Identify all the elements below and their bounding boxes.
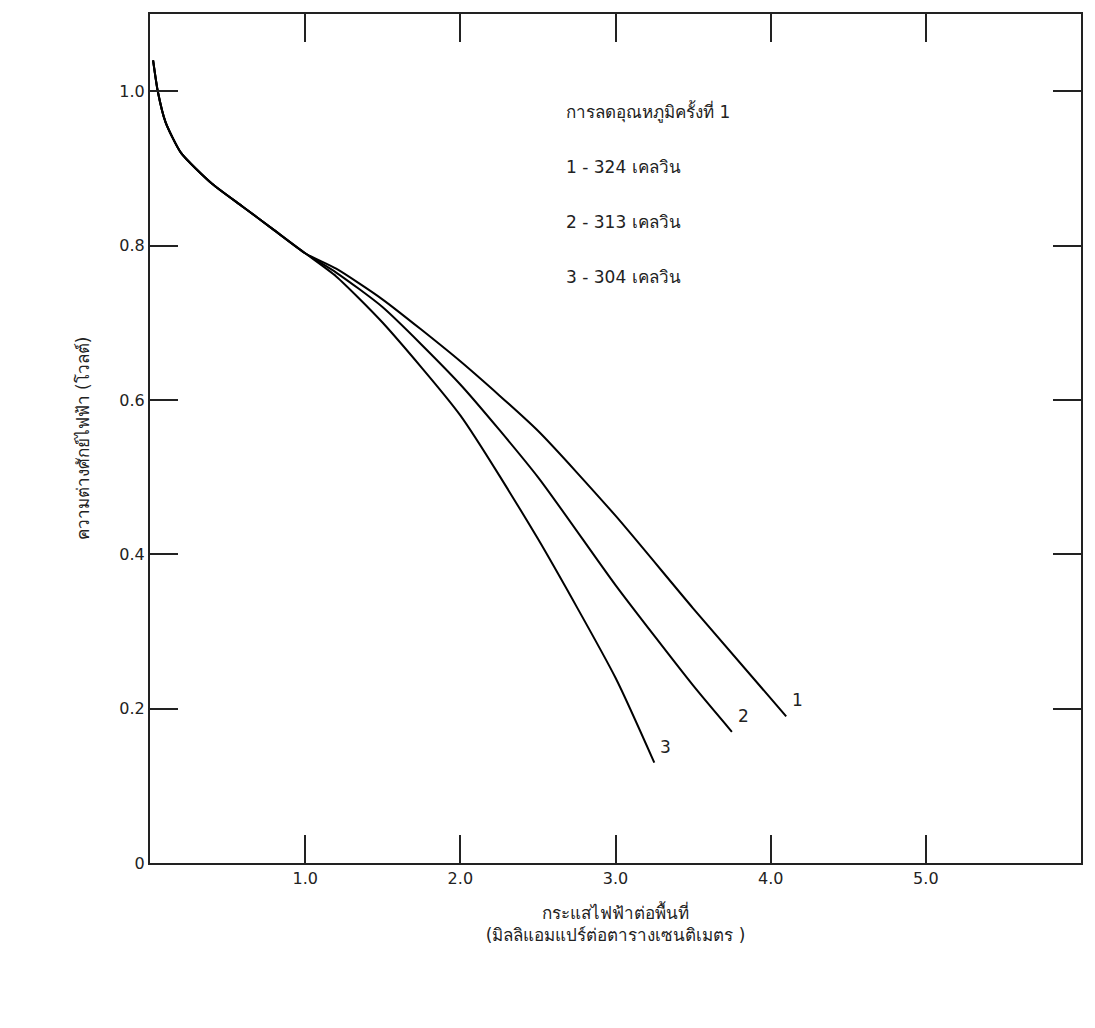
svg-text:1.0: 1.0 [292,869,317,888]
svg-text:1 - 324 เคลวิน: 1 - 324 เคลวิน [566,157,681,177]
svg-text:กระแสไฟฟ้าต่อพื้นที่(มิลลิแอมแ: กระแสไฟฟ้าต่อพื้นที่(มิลลิแอมแปร์ต่อตารา… [486,901,746,945]
svg-text:0.6: 0.6 [119,391,144,410]
svg-text:3.0: 3.0 [603,869,628,888]
svg-text:0.4: 0.4 [119,545,144,564]
svg-text:2 - 313 เคลวิน: 2 - 313 เคลวิน [566,212,681,232]
svg-text:ความต่างศักย์ไฟฟ้า (โวลต์): ความต่างศักย์ไฟฟ้า (โวลต์) [73,337,93,541]
svg-text:การลดอุณหภูมิครั้งที่ 1: การลดอุณหภูมิครั้งที่ 1 [566,100,730,123]
svg-text:2: 2 [738,706,749,726]
svg-text:0.2: 0.2 [119,699,144,718]
svg-text:3: 3 [660,737,671,757]
svg-text:0: 0 [135,854,145,873]
svg-text:3 - 304 เคลวิน: 3 - 304 เคลวิน [566,267,681,287]
svg-text:5.0: 5.0 [913,869,938,888]
svg-text:1.0: 1.0 [119,82,144,101]
svg-text:2.0: 2.0 [448,869,473,888]
svg-text:0.8: 0.8 [119,236,144,255]
svg-text:4.0: 4.0 [758,869,783,888]
svg-text:1: 1 [792,690,803,710]
